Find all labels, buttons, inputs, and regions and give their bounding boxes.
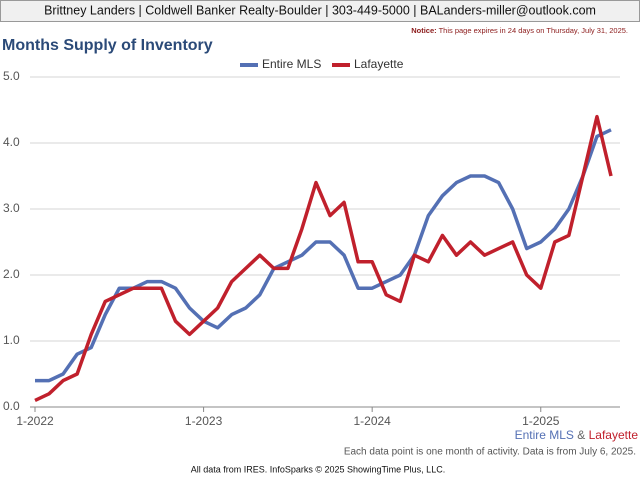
- footnote-separator: &: [577, 428, 585, 442]
- credit: All data from IRES. InfoSparks © 2025 Sh…: [191, 464, 445, 474]
- note: Each data point is one month of activity…: [344, 447, 636, 458]
- y-tick-label: 0.0: [3, 399, 20, 413]
- footnote-series: Entire MLS: [515, 428, 574, 442]
- legend-label: Entire MLS: [262, 57, 321, 71]
- y-tick-label: 3.0: [3, 201, 20, 215]
- contact: Brittney Landers | Coldwell Banker Realt…: [44, 3, 596, 17]
- x-tick-label: 1-2025: [522, 414, 560, 428]
- y-tick-label: 1.0: [3, 333, 20, 347]
- chart-title: Months Supply of Inventory: [2, 37, 213, 54]
- x-tick-label: 1-2024: [353, 414, 391, 428]
- series-line: [35, 128, 612, 383]
- legend-label: Lafayette: [354, 57, 404, 71]
- series-footnote: Entire MLS & Lafayette: [515, 428, 639, 442]
- y-tick-label: 5.0: [3, 69, 20, 83]
- x-tick-label: 1-2023: [185, 414, 223, 428]
- x-tick-label: 1-2022: [16, 414, 54, 428]
- notice-label: Notice:: [411, 26, 436, 35]
- y-tick-label: 4.0: [3, 135, 20, 149]
- series-line: [34, 114, 613, 402]
- footnote-series: Lafayette: [589, 428, 639, 442]
- notice: Notice: This page expires in 24 days on …: [411, 26, 628, 35]
- y-tick-label: 2.0: [3, 267, 20, 281]
- notice-text: This page expires in 24 days on Thursday…: [439, 26, 628, 35]
